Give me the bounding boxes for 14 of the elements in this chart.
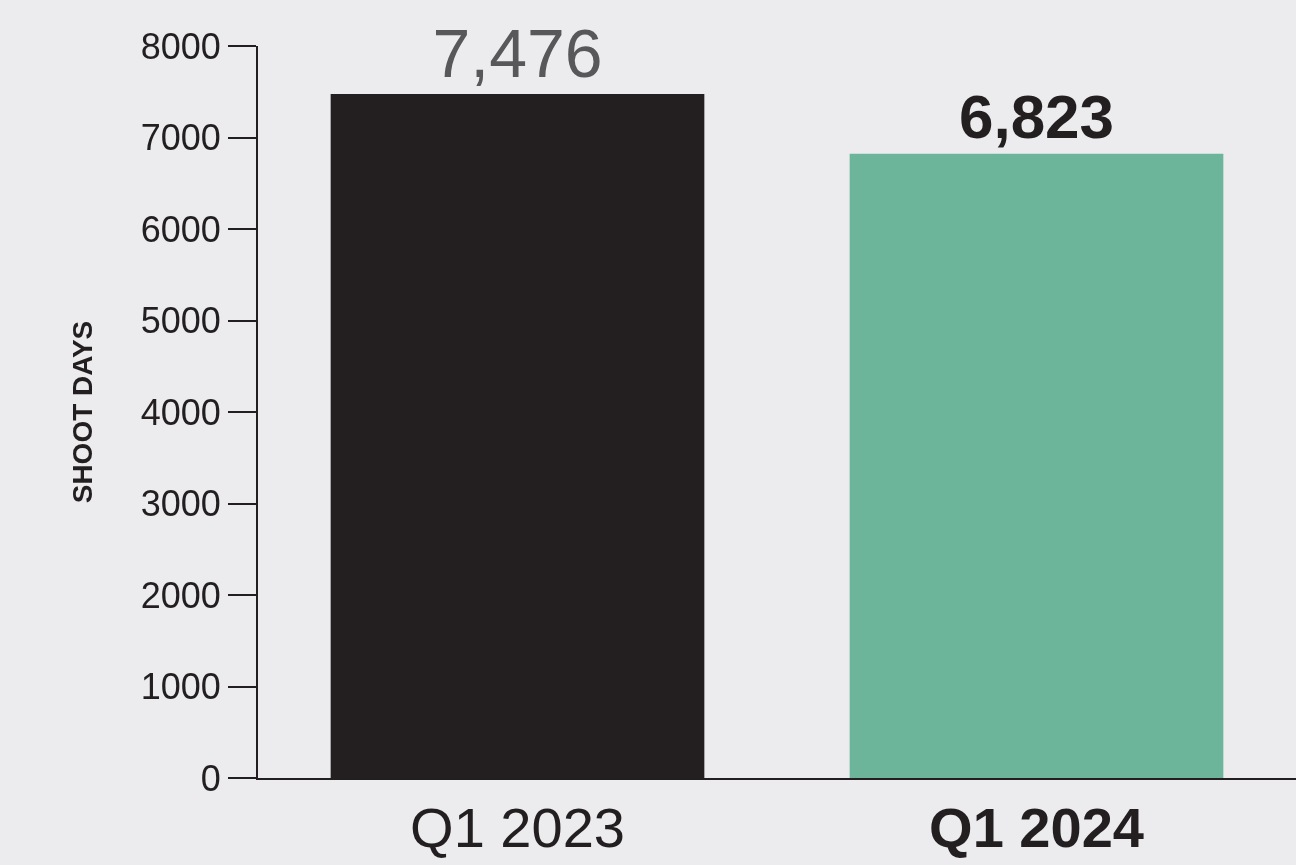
x-tick-label: Q1 2024 bbox=[929, 796, 1144, 860]
y-tick-label: 3000 bbox=[140, 483, 221, 525]
y-tick-label: 4000 bbox=[140, 391, 221, 433]
y-axis-title: SHOOT DAYS bbox=[66, 320, 98, 504]
y-tick-label: 0 bbox=[200, 757, 221, 799]
y-tick-label: 8000 bbox=[140, 25, 221, 67]
y-tick-label: 2000 bbox=[140, 574, 221, 616]
x-tick-label: Q1 2023 bbox=[410, 796, 625, 860]
y-tick-label: 7000 bbox=[140, 117, 221, 159]
data-label: 6,823 bbox=[958, 81, 1115, 151]
y-tick-label: 5000 bbox=[140, 300, 221, 342]
y-tick-label: 1000 bbox=[140, 666, 221, 708]
data-label: 7,476 bbox=[432, 14, 603, 91]
y-tick-label: 6000 bbox=[140, 208, 221, 250]
